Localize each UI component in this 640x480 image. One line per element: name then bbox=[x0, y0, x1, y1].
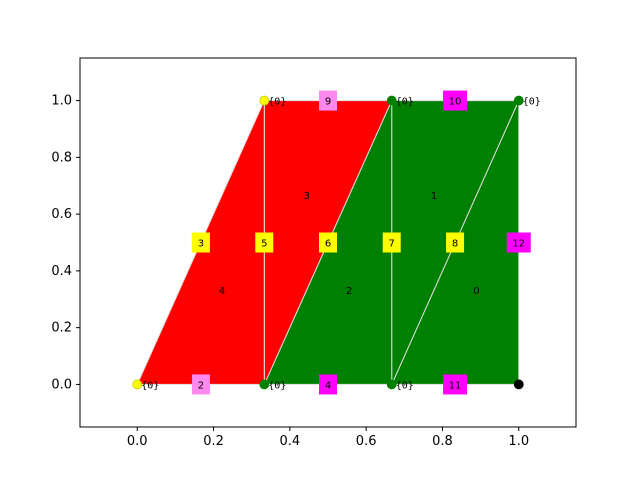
edge-label-box bbox=[443, 90, 468, 111]
edge-label: 2 bbox=[198, 380, 204, 391]
edge-label-box bbox=[446, 232, 465, 253]
edge-label-box bbox=[191, 232, 210, 253]
y-tick-label: 0.4 bbox=[51, 264, 72, 279]
x-tick-label: 0.2 bbox=[203, 434, 224, 449]
vertex-label: {0} bbox=[396, 97, 414, 108]
edge-label-box bbox=[319, 374, 337, 395]
vertices-layer: {0} {0} {0} {0} {0} {0} bbox=[132, 95, 541, 391]
edge-label-box bbox=[319, 232, 337, 253]
cell-label: 0 bbox=[473, 286, 479, 297]
edge-label-box bbox=[255, 232, 274, 253]
cell-labels-layer: 0 1 2 3 4 bbox=[219, 191, 480, 297]
edge-label: 9 bbox=[325, 97, 331, 108]
vertex-marker bbox=[386, 95, 397, 106]
x-tick-label: 0.6 bbox=[356, 434, 377, 449]
edge-label-box bbox=[382, 232, 401, 253]
y-tick-label: 0.0 bbox=[51, 377, 72, 392]
edge-label: 6 bbox=[325, 239, 331, 250]
vertex-label: {0} bbox=[396, 380, 414, 391]
vertex-marker bbox=[259, 379, 270, 390]
edge-label: 8 bbox=[452, 239, 458, 250]
edge-label: 4 bbox=[325, 380, 331, 391]
vertex-label: {0} bbox=[523, 97, 541, 108]
x-tick-label: 0.8 bbox=[432, 434, 453, 449]
cell-label: 3 bbox=[304, 191, 310, 202]
y-tick-label: 0.6 bbox=[51, 207, 72, 222]
vertex-marker bbox=[259, 95, 270, 106]
edge-label-box bbox=[506, 232, 531, 253]
edge-label: 3 bbox=[198, 239, 204, 250]
x-tick-label: 1.0 bbox=[508, 434, 529, 449]
vertex-marker bbox=[513, 379, 524, 390]
vertex-label: {0} bbox=[268, 97, 286, 108]
edge-label: 11 bbox=[449, 380, 462, 391]
axes-frame bbox=[79, 57, 577, 428]
cell-label: 4 bbox=[219, 286, 225, 297]
vertex-marker bbox=[386, 379, 397, 390]
y-tick-label: 0.2 bbox=[51, 321, 72, 336]
vertex-label: {0} bbox=[268, 380, 286, 391]
vertex-label: {0} bbox=[141, 380, 159, 391]
edge-label-box bbox=[319, 90, 337, 111]
edge-label: 5 bbox=[261, 239, 267, 250]
cell-label: 1 bbox=[431, 191, 437, 202]
edge-label: 12 bbox=[512, 239, 525, 250]
edge-label: 7 bbox=[389, 239, 395, 250]
edge-label-box bbox=[443, 374, 468, 395]
vertex-marker bbox=[132, 379, 143, 390]
x-tick-label: 0.0 bbox=[127, 434, 148, 449]
vertex-marker bbox=[513, 95, 524, 106]
x-tick-label: 0.4 bbox=[280, 434, 301, 449]
y-tick-label: 1.0 bbox=[51, 94, 72, 109]
ticks-layer: 0.0 0.2 0.4 0.6 0.8 1.0 0.0 0.2 0.4 0.6 0.8 1.0 bbox=[51, 94, 529, 449]
cell-label: 2 bbox=[346, 286, 352, 297]
edge-label: 10 bbox=[449, 97, 462, 108]
edge-label-box bbox=[191, 374, 210, 395]
y-tick-label: 0.8 bbox=[51, 150, 72, 165]
